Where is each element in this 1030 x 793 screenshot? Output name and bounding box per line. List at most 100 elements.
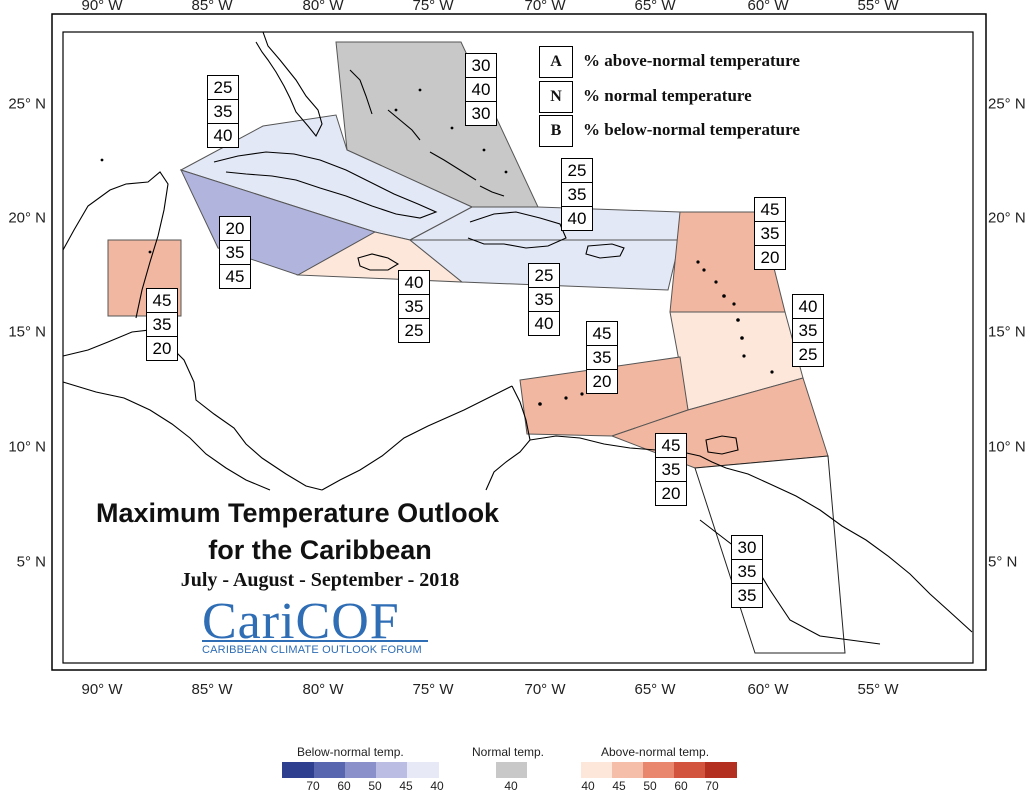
lat-tick-left: 5° N: [16, 553, 46, 571]
prob-below: 25: [793, 342, 823, 366]
lon-tick-top: 75° W: [412, 0, 454, 14]
lon-tick-bottom: 60° W: [747, 681, 789, 698]
prob-above: 45: [661, 436, 681, 455]
key-row-above: A % above-normal temperature: [539, 46, 849, 79]
key-letter: N: [539, 81, 573, 113]
prob-above: 45: [760, 200, 780, 219]
lat-tick-left: 20° N: [8, 209, 46, 227]
colorbar-tick: 60: [337, 779, 351, 793]
key-text: % above-normal temperature: [583, 51, 800, 70]
lon-tick-bottom: 55° W: [857, 681, 899, 698]
colorbar-tick: 45: [399, 779, 413, 793]
prob-normal: 35: [793, 318, 823, 342]
prob-below: 20: [147, 336, 177, 360]
lat-tick-right: 10° N: [988, 438, 1026, 456]
lat-tick-left: 10° N: [8, 438, 46, 456]
small-islands: [100, 88, 774, 406]
key-letter: A: [539, 46, 573, 78]
prob-above: 25: [213, 78, 233, 97]
prob-box-windward-islands: 40 35 25: [792, 294, 824, 367]
coastlines: [62, 31, 973, 645]
colorbar-tick: 70: [705, 779, 719, 793]
lat-tick-left: 15° N: [8, 323, 46, 341]
prob-normal: 35: [220, 240, 250, 264]
lon-tick-top: 85° W: [191, 0, 233, 14]
prob-above: 45: [592, 324, 612, 343]
lon-tick-bottom: 65° W: [634, 681, 676, 698]
prob-below: 45: [220, 264, 250, 288]
lat-tick-right: 25° N: [988, 95, 1026, 113]
prob-box-trinidad-tobago: 45 35 20: [655, 433, 687, 506]
prob-box-jamaica: 40 35 25: [398, 270, 430, 343]
prob-normal: 35: [755, 221, 785, 245]
prob-above: 45: [152, 291, 172, 310]
prob-below: 25: [399, 318, 429, 342]
lat-tick-right: 5° N: [988, 553, 1018, 571]
prob-above: 30: [471, 56, 491, 75]
prob-normal: 35: [147, 312, 177, 336]
colorbar-swatch-above: [643, 762, 674, 778]
colorbar-above-title: Above-normal temp.: [601, 745, 710, 759]
colorbar-tick: 50: [368, 779, 382, 793]
prob-above: 40: [404, 273, 424, 292]
key-letter: B: [539, 115, 573, 147]
colorbar-tick: 70: [306, 779, 320, 793]
prob-box-belize: 45 35 20: [146, 288, 178, 361]
lon-tick-top: 55° W: [857, 0, 899, 14]
prob-normal: 35: [587, 345, 617, 369]
prob-below: 30: [466, 101, 496, 125]
key-text: % below-normal temperature: [583, 120, 800, 139]
caricof-logo-subtitle: CARIBBEAN CLIMATE OUTLOOK FORUM: [202, 644, 422, 656]
prob-normal: 35: [529, 287, 559, 311]
logo-divider: [202, 640, 428, 642]
colorbar-below-title: Below-normal temp.: [297, 745, 404, 759]
map-title: Maximum Temperature Outlook: [96, 498, 500, 528]
prob-below: 20: [656, 481, 686, 505]
prob-box-abc-islands: 45 35 20: [586, 321, 618, 394]
prob-normal: 35: [562, 182, 592, 206]
colorbar-swatch-above: [705, 762, 737, 778]
prob-below: 20: [587, 369, 617, 393]
map-period: July - August - September - 2018: [180, 569, 460, 591]
prob-box-bahamas-north: 30 40 30: [465, 53, 497, 126]
map-inner-frame: [62, 31, 974, 664]
lon-tick-bottom: 85° W: [191, 681, 233, 698]
prob-box-cayman-basin: 20 35 45: [219, 216, 251, 289]
lon-tick-bottom: 80° W: [302, 681, 344, 698]
lon-tick-top: 90° W: [81, 0, 123, 14]
colorbar-tick: 60: [674, 779, 688, 793]
key-text: % normal temperature: [583, 86, 752, 105]
lon-tick-bottom: 75° W: [412, 681, 454, 698]
prob-box-guianas: 30 35 35: [731, 535, 763, 608]
colorbar-tick: 40: [581, 779, 595, 793]
colorbar-swatch-above: [581, 762, 612, 778]
prob-above: 25: [534, 266, 554, 285]
colorbar-swatch-below: [282, 762, 314, 778]
colorbar-swatch-below: [407, 762, 439, 778]
lon-tick-top: 65° W: [634, 0, 676, 14]
colorbar-tick: 50: [643, 779, 657, 793]
prob-below: 40: [562, 206, 592, 230]
prob-box-cuba: 25 35 40: [207, 75, 239, 148]
colorbar-swatch-below: [345, 762, 376, 778]
prob-normal: 35: [656, 457, 686, 481]
prob-box-turks-caicos: 25 35 40: [561, 158, 593, 231]
prob-box-hispaniola-puerto-rico: 25 35 40: [528, 263, 560, 336]
colorbar-tick: 40: [504, 779, 518, 793]
prob-below: 40: [529, 311, 559, 335]
map-title-line2: for the Caribbean: [208, 535, 432, 565]
lon-tick-bottom: 90° W: [81, 681, 123, 698]
prob-normal: 35: [399, 294, 429, 318]
prob-above: 25: [567, 161, 587, 180]
prob-below: 35: [732, 583, 762, 607]
prob-normal: 35: [732, 559, 762, 583]
key-row-below: B % below-normal temperature: [539, 115, 849, 148]
colorbar-swatch-above: [612, 762, 643, 778]
prob-below: 20: [755, 245, 785, 269]
colorbar-swatch-above: [674, 762, 705, 778]
prob-above: 20: [225, 219, 245, 238]
lon-tick-top: 60° W: [747, 0, 789, 14]
key-row-normal: N % normal temperature: [539, 81, 849, 114]
lon-tick-top: 80° W: [302, 0, 344, 14]
